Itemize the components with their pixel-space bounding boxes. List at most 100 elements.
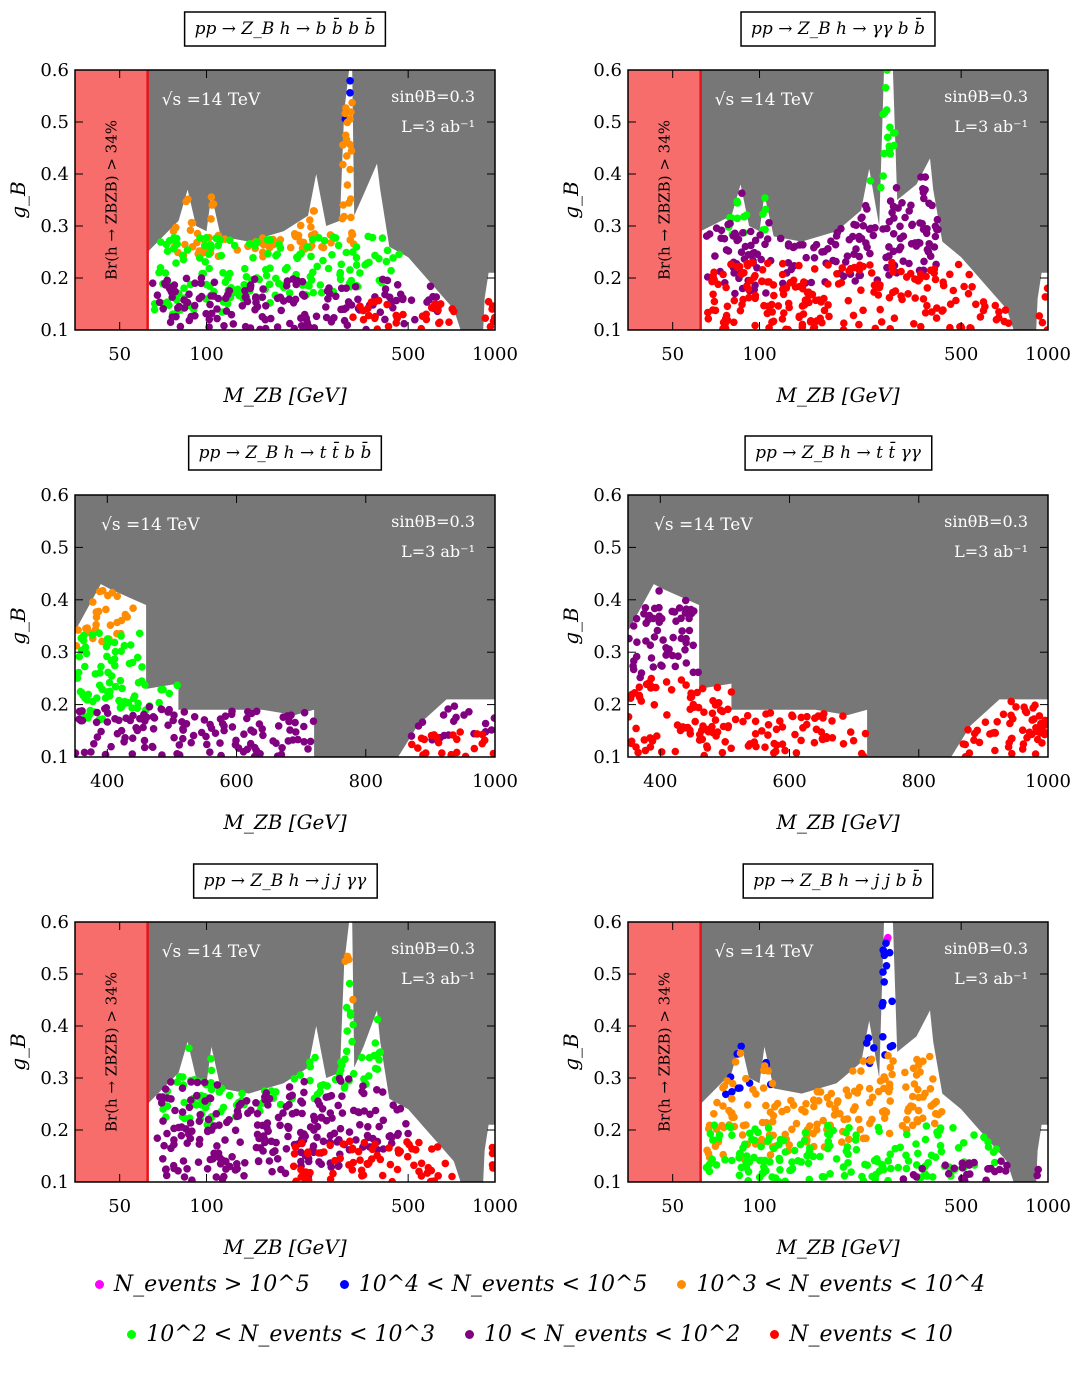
- data-point: [818, 735, 827, 744]
- data-point: [862, 239, 870, 247]
- data-point: [902, 273, 911, 281]
- data-point: [902, 1151, 910, 1160]
- data-point: [677, 676, 686, 684]
- data-point: [128, 750, 137, 757]
- data-point: [343, 1027, 352, 1035]
- data-point: [855, 232, 863, 241]
- data-point: [880, 978, 888, 986]
- data-point: [360, 1107, 369, 1115]
- data-point: [635, 683, 644, 691]
- data-point: [936, 1141, 945, 1150]
- data-point: [185, 290, 193, 299]
- data-point: [949, 1124, 957, 1132]
- data-point: [75, 642, 81, 650]
- data-point: [1012, 703, 1020, 711]
- data-point: [322, 313, 331, 322]
- legend-label: N_events > 10^5: [113, 1272, 310, 1297]
- data-point: [733, 236, 741, 245]
- data-point: [889, 202, 898, 211]
- data-point: [417, 324, 426, 330]
- data-point: [761, 1156, 769, 1165]
- data-point: [628, 634, 633, 643]
- data-point: [346, 165, 354, 174]
- legend-marker: [465, 1330, 474, 1339]
- data-point: [685, 614, 693, 623]
- data-point: [815, 1097, 823, 1105]
- data-point: [177, 1131, 186, 1140]
- data-point: [788, 1125, 796, 1134]
- y-tick-label: 0.1: [593, 747, 622, 768]
- legend-marker: [127, 1330, 137, 1339]
- data-point: [710, 297, 719, 306]
- data-point: [376, 308, 385, 317]
- data-point: [995, 1165, 1004, 1174]
- data-point: [816, 1152, 824, 1161]
- data-point: [187, 1096, 195, 1104]
- data-point: [750, 273, 758, 282]
- data-point: [759, 210, 767, 218]
- data-point: [737, 1163, 746, 1172]
- data-point: [884, 1157, 892, 1165]
- data-point: [1022, 708, 1031, 717]
- data-point: [407, 732, 416, 740]
- data-point: [803, 712, 811, 721]
- data-point: [75, 668, 83, 677]
- data-point: [859, 222, 868, 230]
- data-point: [195, 1140, 204, 1148]
- data-point: [642, 619, 650, 627]
- chart-title: pp → Z_B h → t t̄ b b̄: [199, 440, 372, 463]
- data-point: [916, 239, 924, 247]
- data-point: [158, 751, 166, 757]
- data-point: [266, 236, 275, 244]
- data-point: [188, 1176, 196, 1182]
- data-point: [817, 728, 826, 736]
- data-point: [952, 296, 960, 305]
- data-point: [857, 286, 865, 295]
- data-point: [809, 1152, 818, 1161]
- y-tick-label: 0.2: [593, 695, 622, 716]
- data-point: [175, 302, 183, 311]
- data-point: [310, 324, 319, 330]
- data-point: [980, 1133, 988, 1142]
- data-point: [764, 731, 772, 739]
- data-point: [899, 1175, 908, 1182]
- data-point: [365, 1072, 373, 1080]
- data-point: [393, 1165, 402, 1174]
- data-point: [861, 1160, 869, 1169]
- data-point: [903, 1115, 911, 1124]
- data-point: [630, 657, 638, 665]
- data-point: [930, 1119, 939, 1128]
- data-point: [882, 939, 890, 947]
- data-point: [346, 1009, 355, 1017]
- data-point: [659, 636, 667, 644]
- data-point: [1043, 284, 1048, 293]
- data-point: [183, 246, 192, 254]
- energy-annotation: √s =14 TeV: [715, 90, 814, 110]
- data-point: [778, 1107, 786, 1116]
- data-point: [736, 1084, 744, 1092]
- data-point: [133, 653, 142, 662]
- data-point: [488, 1149, 495, 1158]
- data-point: [179, 1157, 188, 1165]
- data-point: [281, 1169, 290, 1178]
- data-point: [709, 1136, 717, 1144]
- data-point: [958, 1164, 967, 1172]
- data-point: [959, 740, 968, 748]
- data-point: [839, 740, 848, 748]
- data-point: [834, 1097, 842, 1105]
- data-point: [921, 1135, 930, 1144]
- data-point: [157, 705, 165, 713]
- data-point: [241, 322, 250, 330]
- data-point: [662, 644, 670, 652]
- data-point: [384, 322, 393, 330]
- data-point: [810, 243, 818, 252]
- data-point: [960, 1176, 969, 1182]
- data-point: [126, 641, 135, 649]
- data-point: [226, 269, 234, 278]
- data-point: [736, 306, 745, 315]
- x-tick-label: 1000: [472, 1196, 518, 1217]
- x-axis-label: M_ZB [GeV]: [775, 810, 899, 834]
- data-point: [103, 718, 112, 726]
- data-point: [148, 742, 156, 751]
- data-point: [349, 313, 357, 322]
